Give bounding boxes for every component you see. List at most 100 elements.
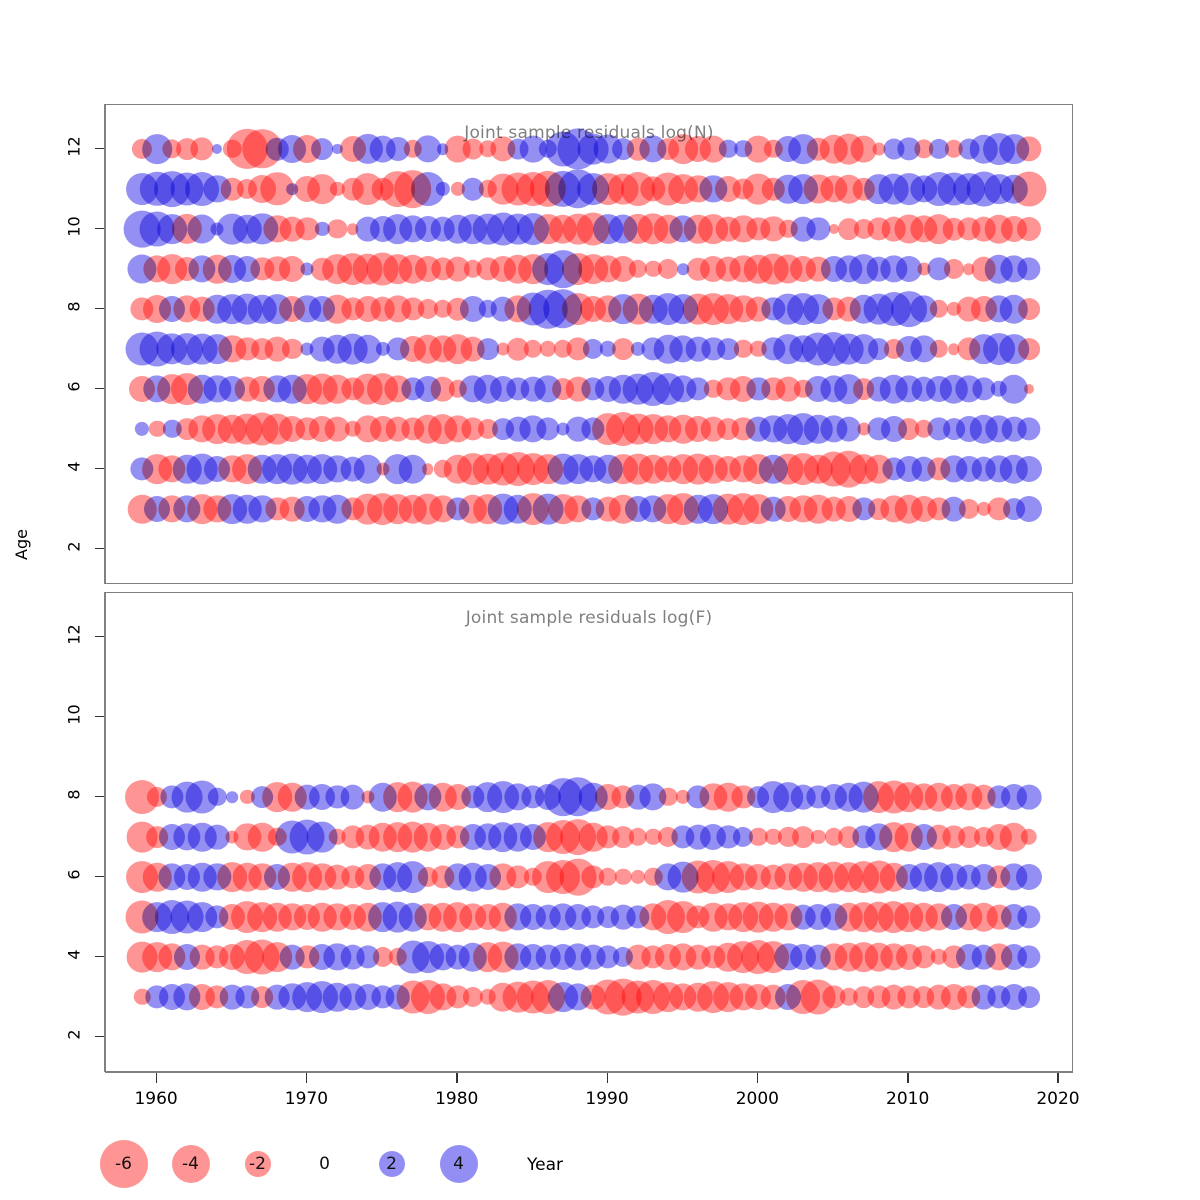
residual-bubble (872, 142, 886, 156)
residual-bubble (1017, 257, 1041, 281)
legend-bubble (439, 1145, 478, 1183)
residual-bubble (295, 217, 320, 241)
legend-item: -4 (157, 1130, 224, 1200)
y-tick-label: 8 (64, 789, 84, 800)
residual-bubble (1023, 383, 1034, 395)
residual-bubble (539, 340, 557, 358)
residual-bubble (928, 138, 949, 160)
y-tick-mark (95, 715, 105, 717)
legend-label: 4 (453, 1154, 464, 1174)
residual-bubble (1017, 945, 1041, 969)
residual-bubble (612, 826, 634, 848)
residual-bubble (1020, 828, 1038, 846)
y-tick-mark (95, 635, 105, 637)
y-tick-label: 6 (64, 381, 84, 392)
residual-bubble (836, 416, 861, 442)
residual-bubble (897, 418, 920, 440)
residual-bubble (330, 181, 345, 197)
residual-bubble (385, 137, 410, 161)
residual-bubble (506, 865, 530, 889)
residual-bubble (734, 339, 753, 359)
residual-bubble (719, 139, 738, 159)
y-tick-mark (95, 307, 105, 309)
residual-bubble (204, 824, 230, 850)
residual-bubble (630, 869, 646, 885)
residual-bubble (658, 787, 678, 807)
residual-bubble (947, 343, 960, 355)
residual-bubble (811, 829, 826, 845)
residual-bubble (327, 219, 348, 239)
residual-bubble (581, 865, 605, 889)
residual-bubble (914, 139, 934, 159)
y-axis-spine (104, 104, 105, 584)
residual-bubble (717, 338, 740, 360)
residual-bubble (958, 498, 979, 520)
residual-bubble (1018, 298, 1040, 320)
y-tick-label: 12 (64, 136, 84, 157)
x-tick-label: 2000 (735, 1089, 779, 1109)
residual-bubble (226, 791, 239, 803)
legend-item: 0 (291, 1130, 358, 1200)
residual-bubble (1015, 455, 1042, 483)
residual-bubble (340, 784, 365, 810)
residual-bubble (598, 867, 618, 887)
x-tick-mark (456, 1072, 458, 1083)
residual-bubble (421, 463, 434, 475)
y-tick-label: 4 (64, 949, 84, 960)
x-tick-label: 1970 (284, 1089, 329, 1109)
residual-bubble (1017, 905, 1041, 929)
y-axis-title: Age (12, 529, 31, 560)
y-tick-mark (95, 955, 105, 957)
residual-bubble (300, 262, 314, 276)
x-tick-mark (606, 1072, 608, 1083)
legend-bubble (244, 1151, 271, 1177)
x-tick-mark (305, 1072, 308, 1083)
residual-bubble (208, 787, 227, 807)
legend-label: -4 (182, 1154, 199, 1174)
x-tick-label: 1990 (585, 1089, 629, 1109)
legend-label: 0 (319, 1154, 330, 1174)
residual-bubble (733, 826, 754, 848)
x-tick-mark (1057, 1072, 1059, 1083)
y-tick-label: 8 (64, 301, 84, 312)
y-axis-spine (104, 592, 105, 1072)
legend-label: 2 (386, 1154, 397, 1174)
residual-bubble (999, 374, 1029, 404)
legend-item: 2 (358, 1130, 425, 1200)
x-tick-label: 1960 (134, 1089, 178, 1109)
residual-bubble (582, 338, 604, 360)
y-tick-label: 2 (64, 541, 84, 552)
residual-bubble (496, 342, 510, 356)
legend-label: -6 (115, 1154, 132, 1174)
residual-bubble (806, 217, 831, 241)
plot-area-log-n (106, 105, 1072, 583)
residual-bubble (450, 181, 465, 197)
residual-bubble (628, 827, 648, 847)
residual-bubble (765, 828, 782, 846)
residual-bubble (821, 985, 846, 1009)
legend-label: -2 (249, 1154, 266, 1174)
x-axis-title: Year (527, 1155, 563, 1175)
residual-bubble (1015, 495, 1042, 523)
residual-bubble (1015, 863, 1042, 891)
y-tick-label: 10 (64, 216, 84, 237)
residual-bubble (435, 181, 450, 197)
residual-bubble (414, 135, 442, 163)
residual-bubble (658, 258, 679, 280)
residual-bubble (912, 945, 936, 969)
x-tick-mark (907, 1072, 909, 1083)
y-tick-label: 4 (64, 461, 84, 472)
legend-bubble (171, 1145, 210, 1183)
x-tick-mark (756, 1072, 759, 1083)
residual-bubble (857, 422, 871, 436)
size-legend: -6 -4 -2 0 2 4 Year (0, 1130, 1200, 1200)
y-tick-mark (95, 227, 105, 229)
x-tick-label: 2020 (1036, 1089, 1080, 1109)
y-tick-label: 6 (64, 869, 84, 880)
residual-bubble (828, 223, 839, 235)
y-tick-mark (95, 147, 105, 149)
residual-bubble (476, 338, 499, 360)
y-tick-mark (95, 875, 105, 877)
y-tick-mark (95, 467, 105, 469)
y-tick-label: 12 (64, 624, 84, 645)
